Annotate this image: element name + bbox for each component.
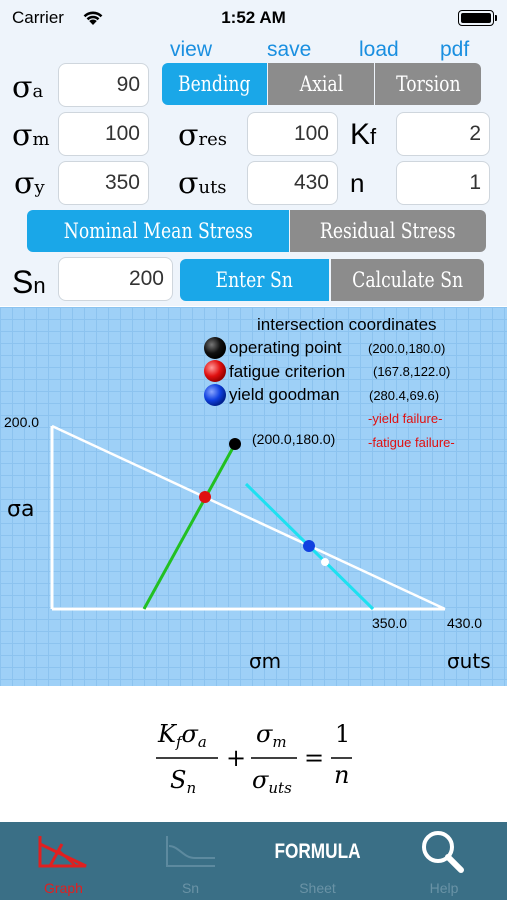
load-line (142, 443, 237, 610)
view-link[interactable]: view (170, 38, 213, 61)
search-icon (422, 831, 464, 873)
sigma-m-field[interactable]: 100 (58, 112, 149, 156)
goodman-graph: intersection coordinates operating point… (0, 307, 507, 686)
kf-field[interactable]: 2 (396, 112, 490, 156)
tab-sn[interactable]: Sn (127, 822, 254, 900)
tab-sheet-label: Sheet (299, 880, 336, 896)
svg-text:n: n (334, 761, 349, 789)
kf-label: Kf (350, 118, 377, 151)
legend-fatigue-criterion-coords: (167.8,122.0) (373, 364, 451, 379)
pdf-link[interactable]: pdf (440, 38, 470, 61)
sigma-a-label: σa (12, 70, 44, 105)
sigma-res-label: σres (178, 118, 227, 153)
x-uts-label: 430.0 (447, 615, 483, 631)
x-end-label: σuts (447, 649, 491, 673)
clock: 1:52 AM (221, 8, 286, 27)
formula-icon: FORMULA (274, 840, 361, 863)
goodman-line (51, 424, 446, 611)
svg-text:Sn: Sn (170, 766, 196, 797)
svg-text:σm: σm (256, 720, 287, 751)
carrier-label: Carrier (12, 8, 64, 27)
battery-icon (458, 10, 497, 26)
sigma-uts-field[interactable]: 430 (247, 161, 338, 205)
svg-text:Kfσa: Kfσa (157, 720, 207, 751)
tab-help[interactable]: Help (381, 822, 507, 900)
enter-sn-tab[interactable]: Enter Sn (180, 259, 329, 301)
legend-operating-point-coords: (200.0,180.0) (368, 341, 446, 356)
svg-text:σuts: σuts (252, 766, 292, 797)
n-field[interactable]: 1 (396, 161, 490, 205)
graph-icon (38, 836, 87, 868)
x-axis-label: σm (249, 649, 282, 673)
sigma-y-field[interactable]: 350 (58, 161, 149, 205)
sigma-a-field[interactable]: 90 (58, 63, 149, 107)
load-link[interactable]: load (359, 38, 399, 61)
bending-tab[interactable]: Bending (162, 63, 267, 105)
yield-goodman-legend-icon (204, 384, 226, 406)
legend-yield-goodman-coords: (280.4,69.6) (369, 388, 440, 403)
status-bar: Carrier 1:52 AM (0, 0, 507, 36)
svg-text:1: 1 (335, 720, 350, 748)
yield-goodman-marker (303, 540, 315, 552)
legend-operating-point: operating point (229, 338, 342, 357)
nominal-mean-stress-tab[interactable]: Nominal Mean Stress (27, 210, 289, 252)
sn-label: Sn (12, 264, 46, 300)
sigma-uts-label: σuts (178, 166, 227, 201)
sigma-y-label: σy (14, 166, 45, 201)
secondary-point-marker (321, 558, 329, 566)
y-max-label: 200.0 (4, 414, 40, 430)
legend-title: intersection coordinates (257, 315, 437, 334)
svg-text:=: = (304, 744, 324, 772)
sigma-m-label: σm (12, 118, 50, 153)
sn-field[interactable]: 200 (58, 257, 173, 301)
tab-graph-label: Graph (44, 880, 83, 896)
n-label: n (350, 168, 365, 198)
legend-yield-goodman: yield goodman (229, 385, 340, 404)
save-link[interactable]: save (267, 38, 312, 61)
tab-sheet[interactable]: FORMULA Sheet (254, 822, 381, 900)
tab-bar: Graph Sn FORMULA Sheet Help (0, 822, 507, 900)
formula-panel: Kfσa Sn + σm σuts = 1 n (0, 686, 507, 822)
graph-canvas (50, 337, 446, 611)
tab-sn-label: Sn (181, 880, 200, 896)
fatigue-failure-warning: -fatigue failure- (368, 435, 455, 450)
svg-text:+: + (226, 744, 246, 772)
operating-point-label: (200.0,180.0) (252, 431, 336, 447)
fatigue-criterion-legend-icon (204, 360, 226, 382)
tab-help-label: Help (429, 880, 459, 896)
x-yield-label: 350.0 (372, 615, 408, 631)
fatigue-criterion-marker (199, 491, 211, 503)
residual-stress-tab[interactable]: Residual Stress (290, 210, 486, 252)
goodman-formula: Kfσa Sn + σm σuts = 1 n (156, 720, 352, 797)
wifi-icon (83, 11, 103, 25)
y-axis-label: σa (7, 497, 35, 522)
tab-graph[interactable]: Graph (0, 822, 127, 900)
torsion-tab[interactable]: Torsion (375, 63, 481, 105)
calculate-sn-tab[interactable]: Calculate Sn (331, 259, 484, 301)
sn-curve-icon (166, 836, 215, 867)
operating-point-legend-icon (204, 337, 226, 359)
sigma-res-field[interactable]: 100 (247, 112, 338, 156)
operating-point-marker (229, 438, 241, 450)
legend-fatigue-criterion: fatigue criterion (229, 362, 346, 381)
yield-failure-warning: -yield failure- (368, 411, 443, 426)
axial-tab[interactable]: Axial (268, 63, 374, 105)
